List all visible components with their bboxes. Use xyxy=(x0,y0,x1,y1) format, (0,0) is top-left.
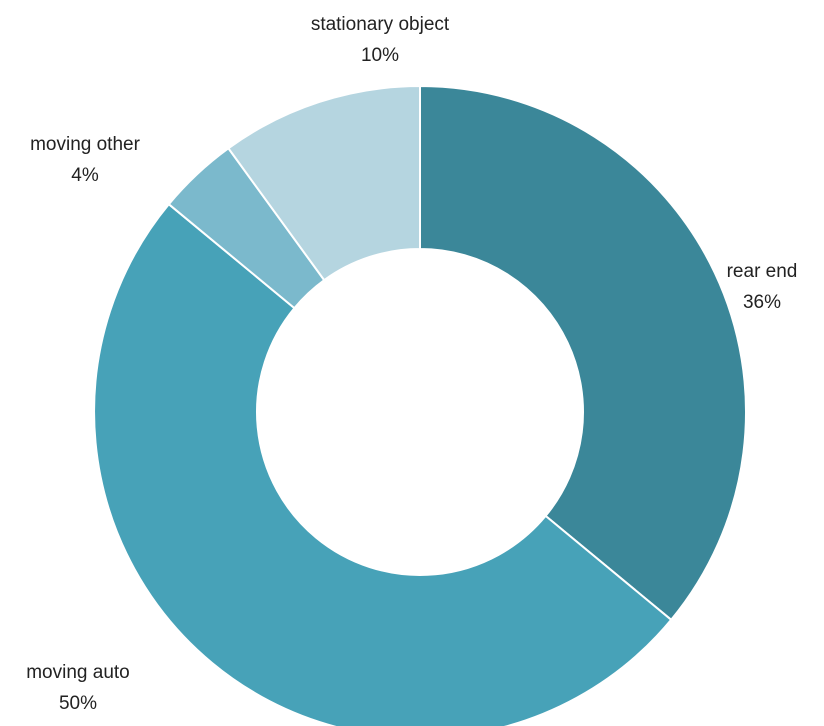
slice-label-rear-end: rear end xyxy=(727,261,798,282)
slice-moving-auto xyxy=(93,202,673,726)
slice-label-moving-other: moving other xyxy=(30,134,141,155)
slice-value-stationary-object: 10% xyxy=(361,45,399,66)
slices-group xyxy=(93,84,747,726)
slice-value-moving-other: 4% xyxy=(71,165,99,186)
slice-value-moving-auto: 50% xyxy=(59,693,97,714)
slice-stationary-object xyxy=(226,84,421,282)
slice-value-rear-end: 36% xyxy=(743,292,781,313)
labels-group: rear end 36% moving auto 50% moving other 4% s… xyxy=(26,14,797,714)
slice-rear-end xyxy=(419,84,747,622)
slice-label-moving-auto: moving auto xyxy=(26,662,130,683)
slice-label-stationary-object: stationary object xyxy=(311,14,450,35)
